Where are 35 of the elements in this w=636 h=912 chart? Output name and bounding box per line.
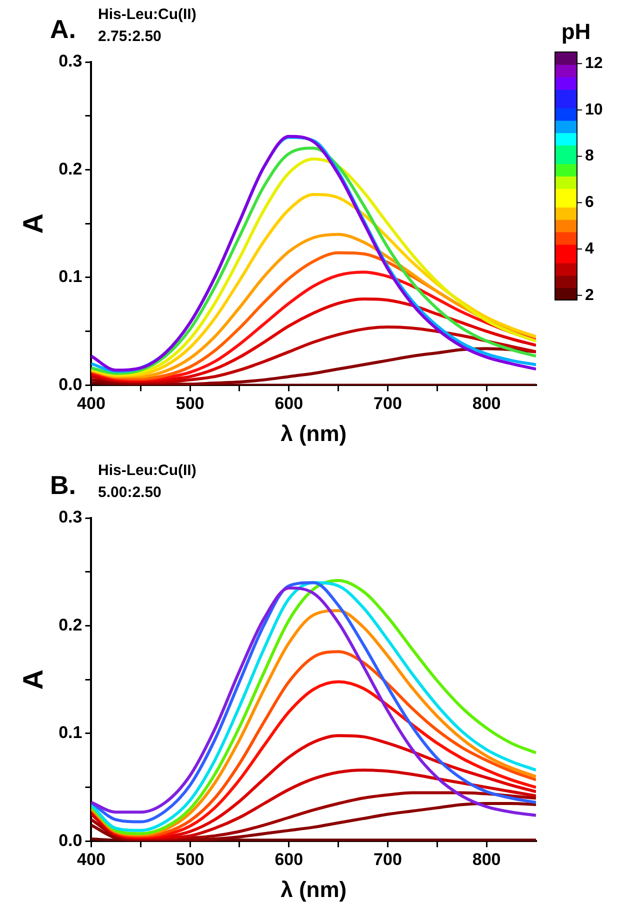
color-bar-label: 4 [585, 240, 594, 258]
y-tick-label: 0.2 [58, 615, 82, 634]
color-bar-label: 6 [585, 194, 594, 212]
y-tick-label: 0.3 [58, 508, 82, 527]
y-tick-label: 0.2 [58, 159, 82, 178]
x-tick-label: 400 [77, 394, 106, 414]
x-tick-label: 600 [274, 394, 304, 414]
color-bar-label: 12 [585, 54, 603, 72]
x-axis-title: λ (nm) [280, 876, 347, 902]
y-tick-label: 0.1 [58, 723, 82, 742]
y-tick-label: 0.3 [58, 52, 82, 71]
y-axis-title: A [18, 213, 49, 234]
x-tick-label: 700 [374, 394, 402, 414]
color-bar-label: 8 [585, 148, 594, 165]
x-axis-title: λ (nm) [280, 420, 347, 446]
chart-title: B. [50, 470, 76, 501]
text: 5.00:2.50 [98, 484, 162, 501]
x-tick-label: 700 [374, 850, 402, 870]
x-tick-label: 400 [77, 850, 106, 870]
color-bar-label: 10 [585, 101, 603, 118]
x-tick-label: 800 [472, 394, 501, 414]
text: His-Leu:Cu(II) [98, 462, 196, 479]
color-bar-title: pH [561, 19, 591, 44]
x-tick-label: 600 [274, 850, 304, 870]
text: 2.75:2.50 [98, 28, 162, 45]
chart-title: A. [50, 14, 76, 45]
y-tick-label: 0.0 [58, 374, 82, 394]
x-tick-label: 800 [472, 850, 501, 870]
y-tick-label: 0.0 [58, 830, 82, 850]
color-bar-label: 2 [585, 286, 594, 304]
x-tick-label: 500 [176, 850, 204, 870]
y-axis-title: A [18, 669, 49, 690]
y-tick-label: 0.1 [58, 267, 82, 286]
text: His-Leu:Cu(II) [98, 6, 196, 23]
x-tick-label: 500 [176, 394, 204, 414]
